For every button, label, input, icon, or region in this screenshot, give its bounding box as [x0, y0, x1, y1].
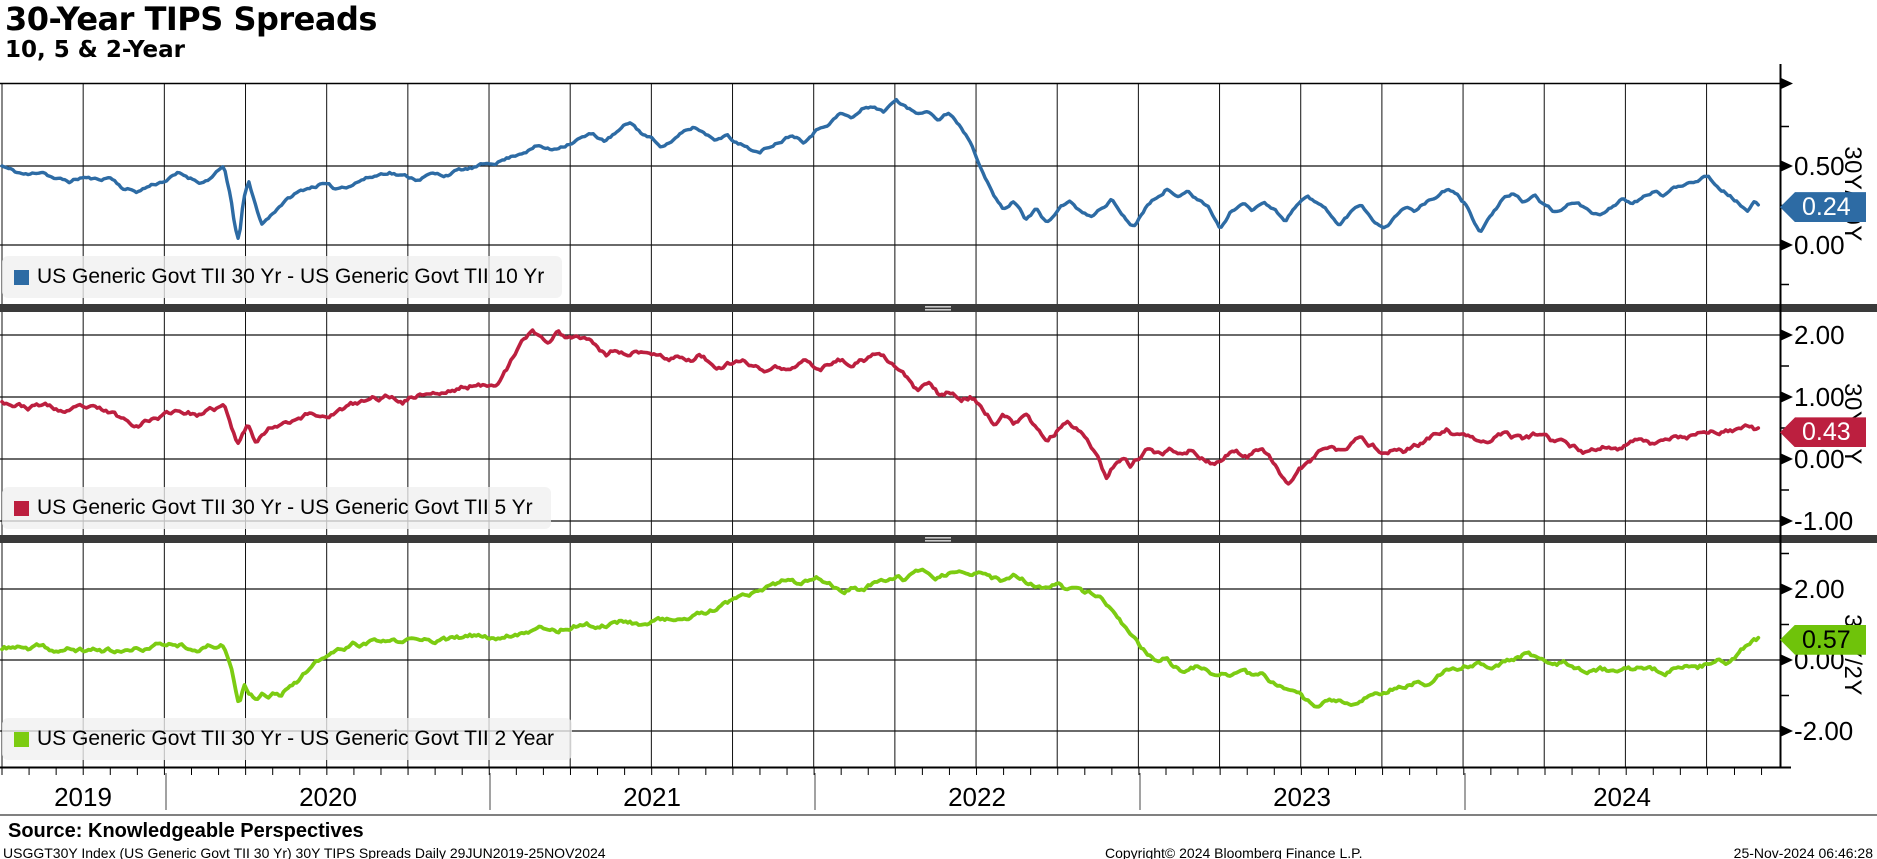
y-tick-label: 2.00 [1794, 574, 1845, 604]
legend-label: US Generic Govt TII 30 Yr - US Generic G… [37, 496, 533, 519]
y-tick-label: 0.00 [1794, 230, 1845, 260]
x-year-label: 2024 [1593, 782, 1651, 812]
y-tick-label: 0.50 [1794, 151, 1845, 181]
y-tick-label: 0.00 [1794, 444, 1845, 474]
last-value-badge-30y-10y: 0.24 [1780, 192, 1866, 223]
legend-swatch-blue-icon [14, 269, 29, 285]
page-subtitle: 10, 5 & 2-Year [5, 37, 186, 63]
legend-swatch-red-icon [14, 500, 29, 516]
timestamp: 25-Nov-2024 06:46:28 [1733, 845, 1873, 859]
y-tick-label: -1.00 [1794, 506, 1854, 536]
y-tick-label: 2.00 [1794, 320, 1845, 350]
security-description: USGGT30Y Index (US Generic Govt TII 30 Y… [3, 845, 606, 859]
x-year-label: 2023 [1273, 782, 1331, 812]
x-year-label: 2020 [299, 782, 357, 812]
legend-label: US Generic Govt TII 30 Yr - US Generic G… [37, 727, 555, 750]
y-tick-label: -2.00 [1794, 716, 1854, 746]
x-year-label: 2019 [54, 782, 112, 812]
source-note: Source: Knowledgeable Perspectives [8, 820, 364, 842]
legend-30y-2y[interactable]: US Generic Govt TII 30 Yr - US Generic G… [2, 718, 573, 760]
x-year-label: 2021 [623, 782, 681, 812]
legend-30y-10y[interactable]: US Generic Govt TII 30 Yr - US Generic G… [2, 256, 563, 298]
copyright-notice: Copyright© 2024 Bloomberg Finance L.P. [1105, 845, 1363, 859]
legend-30y-5y[interactable]: US Generic Govt TII 30 Yr - US Generic G… [2, 487, 551, 529]
last-value-badge-30y-2y: 0.57 [1780, 624, 1866, 655]
x-year-label: 2022 [948, 782, 1006, 812]
legend-swatch-green-icon [14, 731, 29, 747]
last-value-badge-30y-5y: 0.43 [1780, 417, 1866, 448]
page-title: 30-Year TIPS Spreads [5, 0, 377, 38]
legend-label: US Generic Govt TII 30 Yr - US Generic G… [37, 265, 545, 288]
y-tick-label: 1.00 [1794, 382, 1845, 412]
